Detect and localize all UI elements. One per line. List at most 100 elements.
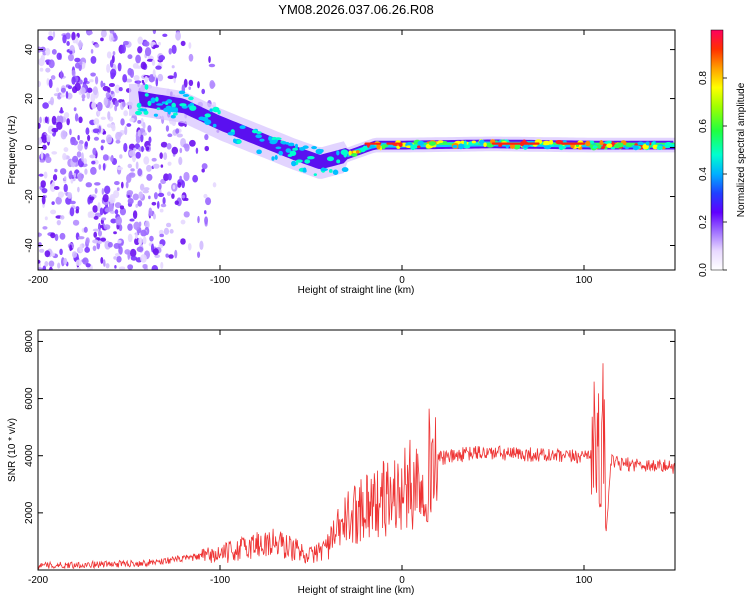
noise-blob (114, 181, 120, 186)
noise-blob (69, 244, 73, 252)
ridge-blob (143, 110, 149, 115)
ridge-blob (171, 102, 176, 109)
noise-blob (184, 143, 190, 152)
noise-blob (120, 181, 124, 189)
noise-blob (89, 79, 94, 83)
noise-blob (75, 36, 79, 45)
noise-blob (127, 163, 133, 169)
noise-blob (201, 88, 206, 95)
ridge-blob (255, 131, 262, 135)
noise-blob (117, 239, 122, 244)
ridge-blob (189, 105, 197, 111)
noise-blob (98, 163, 102, 170)
noise-blob (93, 215, 99, 220)
noise-blob (62, 152, 67, 161)
noise-blob (65, 197, 72, 205)
ridge-blob (543, 145, 552, 150)
ridge-blob (313, 173, 317, 177)
noise-blob (111, 37, 115, 41)
ridge-blob (236, 139, 242, 144)
noise-blob (94, 187, 98, 194)
noise-blob (204, 145, 210, 152)
noise-blob (167, 75, 175, 80)
noise-blob (195, 147, 199, 154)
noise-blob (60, 94, 65, 98)
ridge-blob (302, 145, 309, 149)
noise-blob (142, 189, 149, 194)
noise-blob (180, 238, 186, 245)
noise-blob (105, 91, 110, 99)
noise-blob (72, 219, 80, 226)
ridge-blob (302, 169, 307, 173)
noise-blob (158, 55, 166, 61)
ridge-blob (139, 108, 148, 112)
noise-blob (197, 251, 201, 259)
noise-blob (74, 82, 81, 92)
ridge-blob (144, 84, 149, 90)
noise-blob (89, 196, 95, 201)
noise-blob (172, 184, 176, 190)
ridge-blob (163, 107, 172, 113)
noise-blob (77, 186, 80, 193)
noise-blob (75, 208, 79, 214)
noise-blob (162, 33, 168, 38)
ridge-blob (135, 110, 143, 116)
noise-blob (117, 62, 122, 72)
noise-blob (140, 133, 144, 143)
noise-blob (183, 78, 188, 88)
noise-blob (119, 154, 123, 159)
ridge-blob (161, 101, 167, 104)
noise-blob (107, 111, 111, 120)
noise-blob (155, 77, 159, 87)
noise-blob (181, 180, 185, 189)
noise-blob (85, 237, 90, 245)
noise-blob (107, 241, 113, 248)
noise-blob (104, 207, 112, 213)
ridge-blob (326, 156, 334, 162)
noise-blob (181, 194, 186, 199)
noise-blob (69, 128, 72, 136)
ridge-blob (204, 113, 211, 118)
noise-blob (123, 142, 128, 153)
noise-blob (142, 263, 148, 269)
noise-blob (84, 141, 88, 147)
noise-blob (103, 185, 111, 195)
noise-blob (160, 164, 164, 168)
ridge-blob (268, 135, 273, 142)
colorbar-tick-label: 0.6 (698, 119, 709, 133)
noise-blob (60, 130, 67, 140)
noise-blob (165, 253, 169, 258)
ridge-blob (311, 146, 317, 150)
ridge-blob (417, 140, 425, 146)
noise-blob (147, 125, 152, 133)
colorbar: 0.0 0.2 0.4 0.6 0.8 Normalized spectral ampl… (698, 29, 747, 277)
noise-blob (56, 121, 63, 130)
noise-blob (53, 186, 60, 191)
ridge-blob (178, 90, 186, 95)
noise-blob (103, 97, 109, 107)
noise-blob (94, 182, 101, 186)
noise-blob (65, 91, 69, 99)
ridge-blob (604, 141, 612, 145)
noise-blob (143, 41, 150, 47)
noise-blob (60, 70, 63, 80)
noise-blob (43, 171, 48, 179)
noise-blob (128, 172, 134, 177)
noise-blob (192, 174, 199, 183)
noise-blob (88, 211, 95, 218)
noise-blob (102, 163, 106, 171)
y-tick-label: 8000 (24, 330, 35, 353)
noise-blob (77, 134, 80, 141)
noise-blob (127, 264, 134, 270)
ridge-blob (463, 140, 467, 147)
noise-blob (81, 98, 85, 102)
noise-blob (38, 122, 41, 129)
noise-blob (208, 63, 216, 68)
y-tick-label: -20 (24, 189, 35, 204)
y-tick-label: 6000 (24, 387, 35, 410)
noise-blob (122, 40, 129, 46)
noise-blob (135, 203, 139, 208)
ridge-blob (670, 143, 675, 147)
ridge-blob (209, 108, 213, 113)
noise-blob (106, 123, 113, 128)
